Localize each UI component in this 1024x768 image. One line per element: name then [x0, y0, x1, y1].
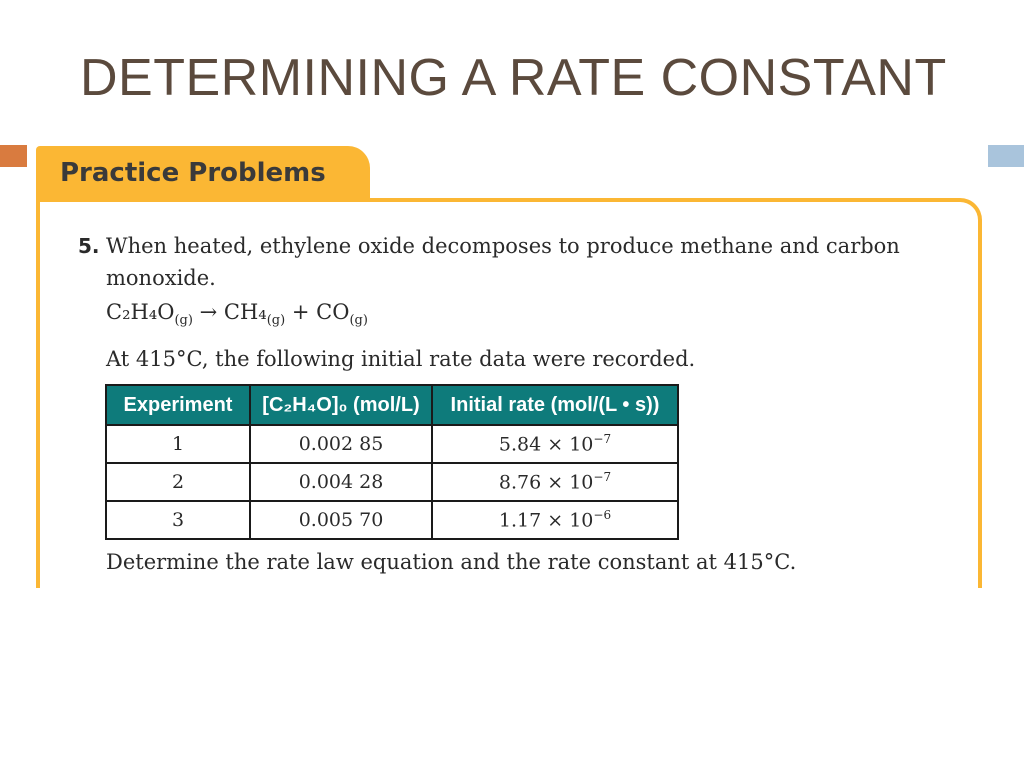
product1-formula: CH₄ [223, 300, 267, 324]
product1-state: (g) [266, 313, 286, 329]
table-row: 3 0.005 70 1.17 × 10−6 [105, 500, 679, 540]
table-row: 1 0.002 85 5.84 × 10−7 [105, 424, 679, 464]
experiment-cell: 1 [105, 424, 251, 464]
product2-state: (g) [349, 313, 368, 329]
slide-lower-area [0, 588, 1024, 768]
problem-statement: When heated, ethylene oxide decomposes t… [106, 234, 900, 290]
concentration-cell: 0.005 70 [249, 500, 433, 540]
slide-title: DETERMINING A RATE CONSTANT [80, 49, 947, 107]
experiment-conditions: At 415°C, the following initial rate dat… [106, 347, 696, 372]
experiment-cell: 3 [105, 500, 251, 540]
reaction-arrow: → [199, 300, 218, 324]
reaction-equation: C₂H₄O(g) → CH₄(g) + CO(g) [106, 296, 958, 337]
rate-exponent: −7 [593, 470, 612, 485]
rate-mantissa: 1.17 × 10 [498, 509, 594, 532]
header-concentration: [C₂H₄O]₀ (mol/L) [249, 384, 433, 426]
problem-number: 5. [78, 234, 100, 258]
problem-5: 5. When heated, ethylene oxide decompose… [78, 230, 958, 375]
table-row: 2 0.004 28 8.76 × 10−7 [105, 462, 679, 502]
practice-box-frame [36, 198, 982, 602]
header-experiment: Experiment [105, 384, 251, 426]
product2-formula: CO [316, 300, 350, 324]
problem-body: When heated, ethylene oxide decomposes t… [106, 230, 958, 375]
rate-mantissa: 5.84 × 10 [498, 433, 594, 456]
experiment-cell: 2 [105, 462, 251, 502]
rate-exponent: −6 [593, 508, 612, 523]
rate-cell: 8.76 × 10−7 [431, 462, 679, 502]
problem-question: Determine the rate law equation and the … [106, 550, 797, 574]
concentration-cell: 0.002 85 [249, 424, 433, 464]
right-accent-marker [988, 145, 1024, 167]
rate-data-table: Experiment [C₂H₄O]₀ (mol/L) Initial rate… [105, 384, 679, 540]
rate-cell: 1.17 × 10−6 [431, 500, 679, 540]
reactant-state: (g) [174, 313, 193, 329]
rate-mantissa: 8.76 × 10 [498, 471, 594, 494]
rate-cell: 5.84 × 10−7 [431, 424, 679, 464]
plus-sign: + [291, 300, 310, 324]
left-accent-marker [0, 145, 27, 167]
practice-box-label: Practice Problems [60, 158, 326, 188]
practice-box-tab [36, 146, 370, 202]
rate-exponent: −7 [593, 432, 612, 447]
concentration-cell: 0.004 28 [249, 462, 433, 502]
reactant-formula: C₂H₄O [106, 300, 175, 324]
table-header-row: Experiment [C₂H₄O]₀ (mol/L) Initial rate… [105, 384, 679, 426]
header-initial-rate: Initial rate (mol/(L • s)) [431, 384, 679, 426]
